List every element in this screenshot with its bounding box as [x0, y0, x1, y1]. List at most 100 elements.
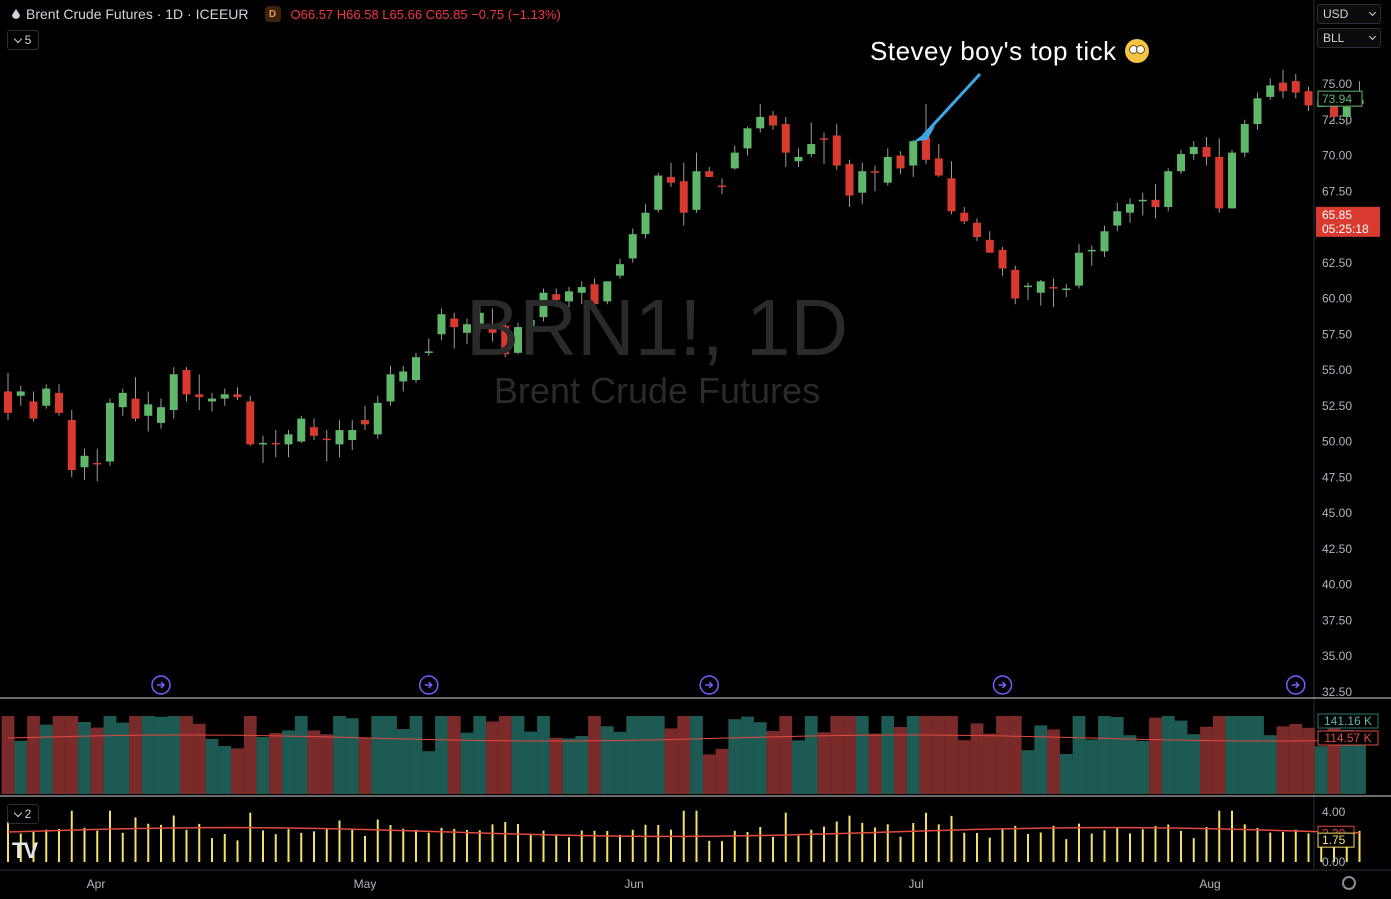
volume-bar [817, 732, 831, 794]
candle-body [1342, 106, 1351, 117]
volume-bar [1161, 716, 1175, 794]
candle-body [832, 135, 841, 166]
candle-body [361, 420, 369, 425]
volume-bar [447, 716, 461, 794]
volume-bar [881, 716, 895, 794]
annotation-label: Stevey boy's top tick [870, 36, 1117, 66]
chart-header: Brent Crude Futures · 1D · ICEEUR D O66.… [0, 0, 561, 28]
volume-bar [294, 716, 308, 794]
volume-bar [1327, 718, 1341, 794]
volume-bar [180, 716, 193, 794]
volume-bar [511, 716, 525, 794]
volume-bar [320, 734, 334, 794]
volume-ma-line [7, 734, 1360, 742]
candle-body [743, 128, 752, 149]
tradingview-logo-icon[interactable]: TV [12, 838, 38, 863]
indicator-tick-label: 0.00 [1322, 855, 1346, 869]
chevron-down-icon [13, 808, 22, 817]
volume-bar [358, 738, 372, 794]
volume-bar [116, 722, 130, 794]
indicators-toggle[interactable]: 5 [7, 30, 39, 50]
price-tick-label: 32.50 [1322, 685, 1352, 699]
candle-body [769, 115, 777, 126]
candle-body [705, 171, 714, 177]
annotation-text[interactable]: Stevey boy's top tick [870, 36, 1149, 67]
candle-body [348, 430, 357, 441]
volume-tag [1317, 713, 1379, 729]
volume-bar [1251, 716, 1264, 794]
candle-body [1087, 249, 1096, 252]
settings-gear-icon[interactable] [1342, 876, 1356, 890]
volume-bar [90, 727, 104, 794]
candle-body [973, 222, 981, 238]
volume-bar [1225, 716, 1239, 794]
volume-bar [1098, 716, 1111, 794]
indicators-count: 5 [24, 33, 32, 47]
candle-body [1036, 281, 1045, 293]
candle-body [131, 398, 140, 419]
candle-body [947, 178, 956, 212]
volume-bar [843, 716, 856, 794]
volume-bar [435, 716, 448, 794]
candle-body [335, 430, 344, 445]
volume-bar [1059, 754, 1073, 794]
current-price-label: 65.85 [1322, 208, 1352, 222]
candle-body [1011, 269, 1020, 299]
volume-bar [1187, 734, 1201, 794]
candle-body [692, 171, 701, 210]
volume-ma-tag [1317, 730, 1379, 746]
volume-bar [473, 716, 487, 794]
volume-bar [600, 726, 614, 794]
candle-body [1075, 252, 1083, 286]
candle-body [488, 328, 497, 333]
volume-bar [460, 732, 474, 794]
volume-bar [792, 740, 805, 794]
candle-body [807, 144, 816, 155]
indicator-ma-line [7, 826, 1360, 838]
candle-body [1228, 152, 1236, 209]
candle-body [909, 141, 918, 166]
price-tick-label: 75.00 [1322, 77, 1352, 91]
candle-body [208, 398, 216, 402]
candle-body [246, 401, 255, 445]
event-arrow-icon [705, 681, 714, 689]
candle-body [616, 264, 624, 276]
volume-bar [333, 716, 346, 794]
volume-bar [1340, 730, 1354, 794]
unit-value: BLL [1323, 31, 1345, 45]
delayed-badge[interactable]: D [264, 6, 281, 22]
unit-select[interactable]: BLL [1317, 28, 1381, 48]
currency-select[interactable]: USD [1317, 4, 1381, 24]
event-arrow-icon [998, 681, 1007, 689]
price-tick-label: 45.00 [1322, 506, 1352, 520]
volume-bar [677, 716, 691, 794]
volume-bar [1021, 750, 1035, 794]
candle-body [1164, 171, 1173, 207]
pane-indicators-toggle[interactable]: 2 [7, 804, 39, 824]
candle-body [1189, 146, 1198, 155]
volume-bar [906, 716, 920, 794]
volume-bar [269, 733, 283, 794]
symbol-title[interactable]: Brent Crude Futures · 1D · ICEEUR [26, 6, 249, 22]
candle-body [845, 164, 854, 196]
volume-bar [498, 716, 512, 794]
volume-bar [205, 739, 219, 794]
last-price-tag [1317, 90, 1363, 107]
volume-bar [919, 716, 933, 794]
candle-body [1138, 199, 1147, 202]
time-axis-label: Apr [87, 877, 106, 891]
candle-body [1062, 288, 1071, 290]
annotation-arrow-head [913, 125, 936, 142]
volume-bar [549, 737, 563, 794]
volume-bar [103, 716, 117, 794]
candle-body [450, 318, 459, 328]
candle-body [437, 314, 446, 335]
candle-body [565, 291, 573, 302]
candle-body [42, 388, 51, 406]
candle-body [1202, 146, 1211, 157]
candle-body [1049, 287, 1058, 289]
volume-bar [983, 733, 997, 794]
volume-bar [231, 748, 244, 794]
volume-bar [282, 730, 295, 794]
